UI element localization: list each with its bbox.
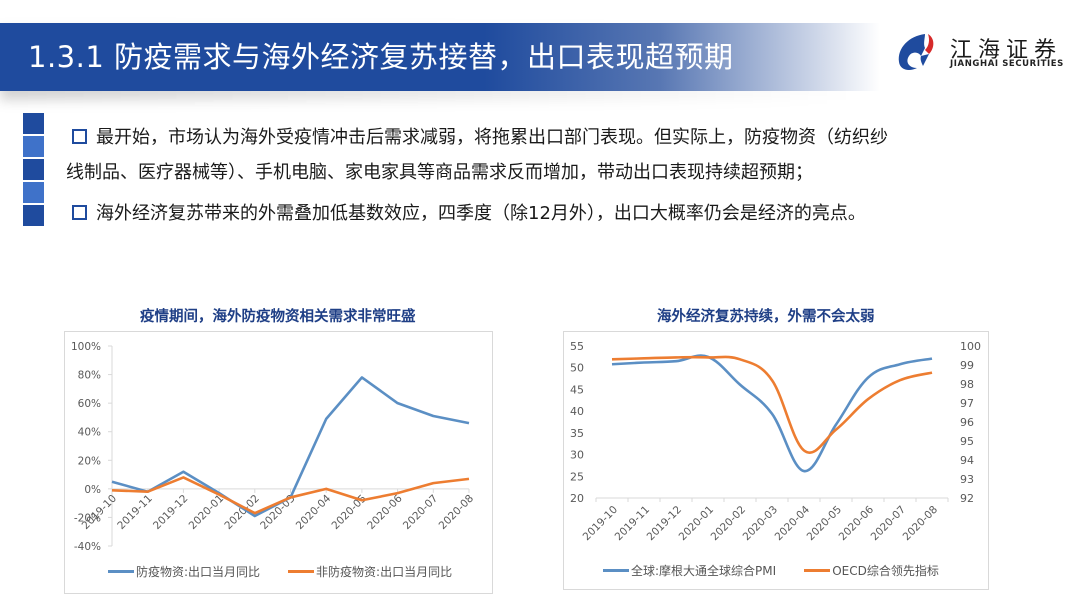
- svg-text:25: 25: [570, 470, 584, 483]
- legend-label: 全球:摩根大通全球综合PMI: [631, 564, 777, 578]
- bullet-text: 最开始，市场认为海外受疫情冲击后需求减弱，将拖累出口部门表现。但实际上，防疫物资…: [96, 127, 888, 148]
- side-block: [23, 182, 44, 203]
- legend-swatch-blue: [603, 569, 629, 572]
- side-block: [23, 159, 44, 180]
- svg-text:92: 92: [960, 492, 974, 505]
- bullet-list: 最开始，市场认为海外受疫情冲击后需求减弱，将拖累出口部门表现。但实际上，防疫物资…: [66, 120, 1030, 231]
- side-decoration: [23, 113, 44, 228]
- legend-swatch-orange: [804, 569, 831, 572]
- chart-left-title: 疫情期间，海外防疫物资相关需求非常旺盛: [140, 309, 416, 325]
- svg-text:55: 55: [570, 340, 584, 353]
- svg-text:100: 100: [960, 340, 981, 353]
- square-bullet-icon: [72, 204, 87, 220]
- legend-label: 防疫物资:出口当月同比: [136, 565, 261, 579]
- company-logo: 江海证券 JIANGHAI SECURITIES: [895, 28, 1065, 78]
- side-block: [23, 136, 44, 157]
- chart-right-legend: 全球:摩根大通全球综合PMI OECD综合领先指标: [603, 562, 967, 579]
- chart-left-legend: 防疫物资:出口当月同比 非防疫物资:出口当月同比: [108, 563, 480, 580]
- logo-name-cn: 江海证券: [950, 38, 1063, 63]
- legend-item: 全球:摩根大通全球综合PMI: [603, 562, 776, 579]
- svg-text:20: 20: [570, 492, 584, 505]
- chart-left-frame: [64, 331, 493, 594]
- svg-text:0%: 0%: [84, 484, 101, 496]
- svg-text:93: 93: [960, 473, 974, 486]
- legend-item: 防疫物资:出口当月同比: [108, 563, 260, 580]
- bullet-item-2: 海外经济复苏带来的外需叠加低基数效应，四季度（除12月外），出口大概率仍会是经济…: [70, 196, 1030, 231]
- logo-name-en: JIANGHAI SECURITIES: [950, 59, 1064, 69]
- bullet-text: 线制品、医疗器械等）、手机电脑、家电家具等商品需求反而增加，带动出口表现持续超预…: [66, 162, 813, 183]
- svg-text:96: 96: [960, 416, 974, 429]
- legend-item: OECD综合领先指标: [804, 562, 939, 579]
- svg-text:30: 30: [570, 449, 584, 462]
- svg-text:100%: 100%: [71, 341, 101, 353]
- svg-text:45: 45: [570, 383, 584, 396]
- svg-text:35: 35: [570, 427, 584, 440]
- bullet-item-1-line-2: 线制品、医疗器械等）、手机电脑、家电家具等商品需求反而增加，带动出口表现持续超预…: [66, 155, 1030, 190]
- square-bullet-icon: [72, 128, 87, 144]
- jianghai-logo-icon: [898, 34, 934, 70]
- svg-text:40%: 40%: [78, 427, 101, 439]
- svg-text:98: 98: [960, 378, 974, 391]
- svg-text:99: 99: [960, 359, 974, 372]
- page-title: 1.3.1 防疫需求与海外经济复苏接替，出口表现超预期: [28, 40, 734, 74]
- side-block: [23, 205, 44, 226]
- svg-text:-20%: -20%: [74, 512, 101, 524]
- svg-text:97: 97: [960, 397, 974, 410]
- svg-text:80%: 80%: [78, 370, 101, 382]
- svg-text:60%: 60%: [78, 398, 101, 410]
- bullet-text: 海外经济复苏带来的外需叠加低基数效应，四季度（除12月外），出口大概率仍会是经济…: [96, 203, 866, 224]
- bullet-item-1-line-1: 最开始，市场认为海外受疫情冲击后需求减弱，将拖累出口部门表现。但实际上，防疫物资…: [70, 120, 1030, 155]
- legend-swatch-blue: [108, 570, 134, 573]
- svg-text:95: 95: [960, 435, 974, 448]
- svg-text:94: 94: [960, 454, 974, 467]
- legend-label: 非防疫物资:出口当月同比: [316, 565, 453, 579]
- svg-text:40: 40: [570, 405, 584, 418]
- svg-text:-40%: -40%: [74, 541, 101, 553]
- svg-text:50: 50: [570, 362, 584, 375]
- side-block: [23, 113, 44, 134]
- chart-right-title: 海外经济复苏持续，外需不会太弱: [657, 309, 875, 325]
- svg-text:2020-08: 2020-08: [901, 504, 941, 544]
- svg-text:20%: 20%: [78, 455, 101, 467]
- legend-label: OECD综合领先指标: [832, 564, 939, 578]
- header-bar: [0, 23, 880, 91]
- legend-swatch-orange: [288, 570, 315, 573]
- legend-item: 非防疫物资:出口当月同比: [288, 563, 452, 580]
